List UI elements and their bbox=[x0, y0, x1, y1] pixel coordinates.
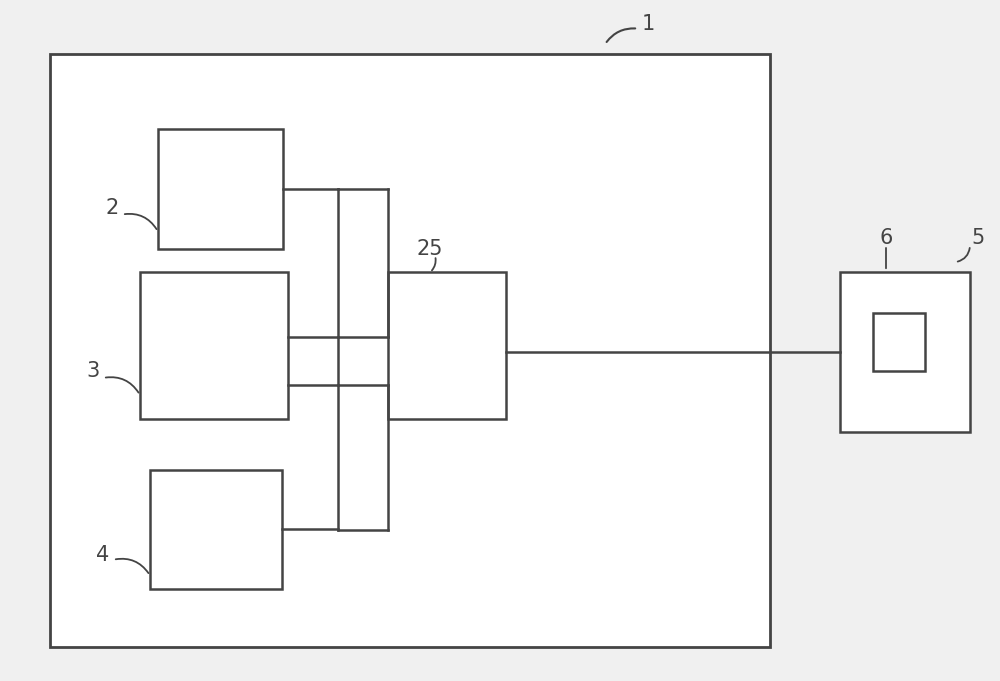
Text: 1: 1 bbox=[641, 14, 655, 34]
Text: 2: 2 bbox=[105, 197, 119, 218]
Bar bbox=[873, 313, 925, 371]
Text: 3: 3 bbox=[86, 361, 100, 381]
Bar bbox=[158, 129, 283, 249]
Bar bbox=[840, 272, 970, 432]
Bar bbox=[388, 272, 506, 419]
Text: 5: 5 bbox=[971, 228, 985, 249]
Bar bbox=[140, 272, 288, 419]
Text: 4: 4 bbox=[96, 545, 110, 565]
Text: 25: 25 bbox=[417, 238, 443, 259]
Bar bbox=[50, 54, 770, 647]
Text: 6: 6 bbox=[879, 228, 893, 249]
Bar bbox=[150, 470, 282, 589]
